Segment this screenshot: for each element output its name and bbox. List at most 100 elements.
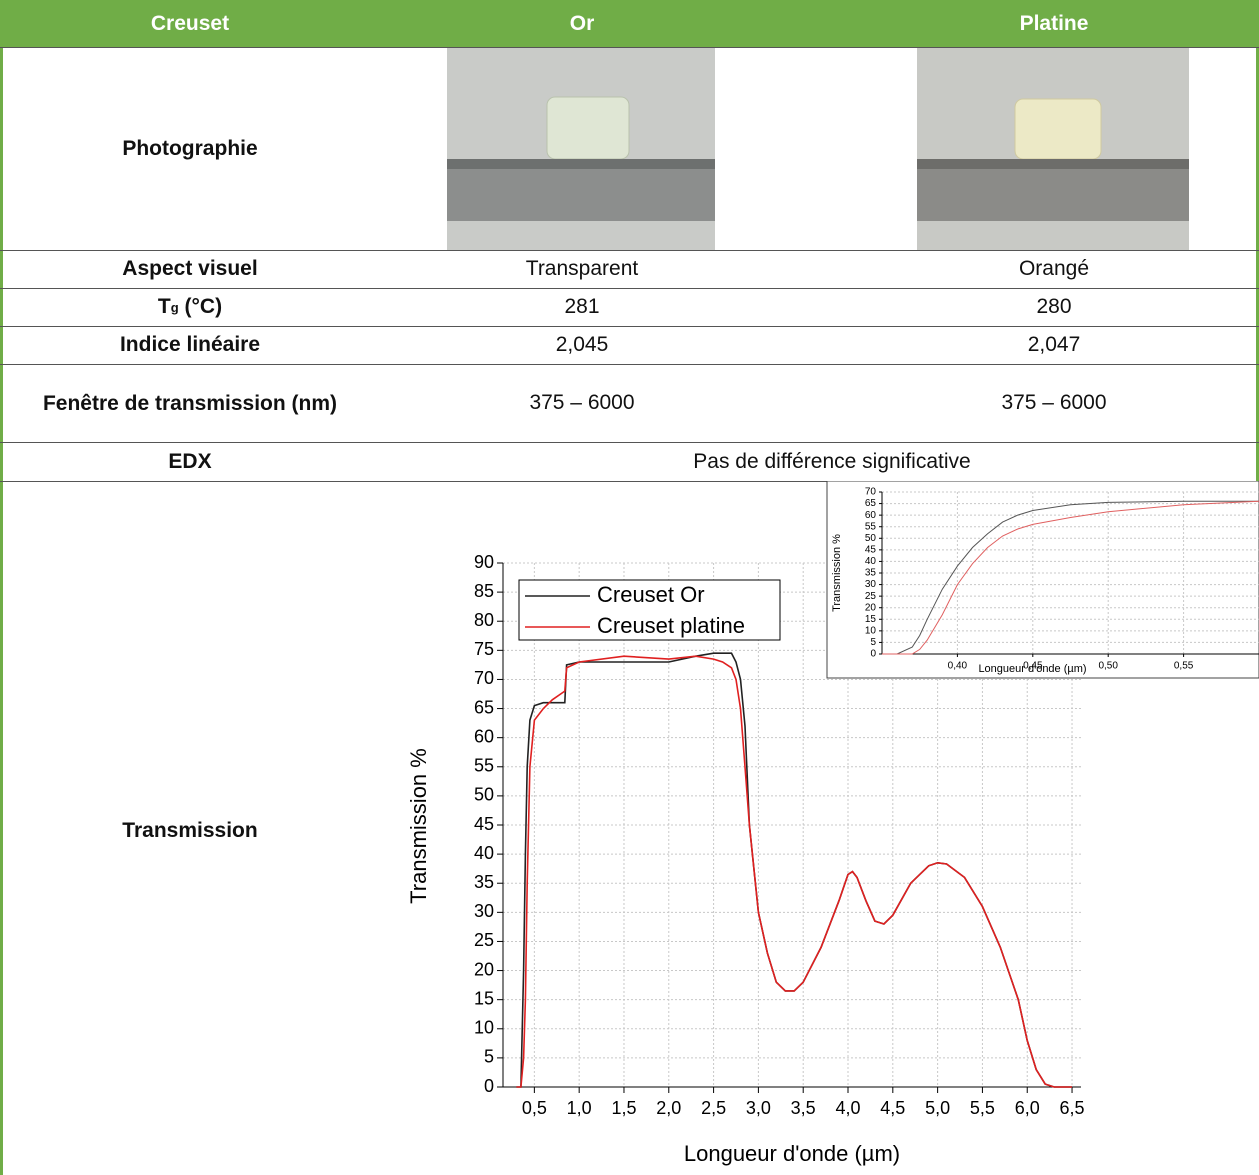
glass-sample — [546, 96, 630, 160]
y-tick-label: 55 — [865, 521, 877, 532]
y-tick-label: 25 — [474, 930, 494, 950]
rule — [0, 47, 1259, 48]
y-tick-label: 40 — [865, 556, 877, 567]
x-tick-label: 0,45 — [1023, 661, 1043, 672]
data-line — [882, 500, 1259, 655]
y-tick-label: 35 — [474, 872, 494, 892]
x-tick-label: 4,0 — [835, 1098, 860, 1118]
row-label: Indice linéaire — [119, 333, 261, 356]
left-border — [0, 0, 3, 1175]
row-label: Transmission — [122, 819, 258, 842]
right-border — [1256, 0, 1259, 481]
cell: Transparent — [525, 257, 639, 280]
y-tick-label: 30 — [474, 901, 494, 921]
glass-sample — [1014, 98, 1102, 160]
header-cell: Creuset — [150, 11, 230, 35]
cell: 2,047 — [1027, 333, 1081, 356]
y-tick-label: 30 — [865, 579, 877, 590]
data-line — [516, 652, 1072, 1088]
x-tick-label: 0,5 — [522, 1098, 547, 1118]
y-tick-label: 0 — [484, 1076, 494, 1096]
data-line — [516, 655, 1072, 1088]
y-tick-label: 60 — [865, 510, 877, 521]
y-tick-label: 60 — [474, 726, 494, 746]
symbol: T — [157, 295, 171, 318]
y-tick-label: 75 — [474, 639, 494, 659]
x-axis-label: Longueur d'onde (µm) — [684, 1141, 900, 1166]
x-tick-label: 3,5 — [791, 1098, 816, 1118]
unit: (°C) — [184, 295, 223, 318]
y-tick-label: 65 — [474, 697, 494, 717]
ruler — [917, 159, 1189, 221]
x-tick-label: 5,5 — [970, 1098, 995, 1118]
x-tick-label: 6,5 — [1060, 1098, 1085, 1118]
x-tick-label: 0,55 — [1174, 661, 1194, 672]
y-tick-label: 65 — [865, 498, 877, 509]
ruler-edge — [447, 159, 715, 169]
y-tick-label: 35 — [865, 568, 877, 579]
header-cell: Or — [569, 11, 595, 35]
row-label: Aspect visuel — [122, 257, 258, 280]
y-tick-label: 80 — [474, 610, 494, 630]
x-tick-label: 0,40 — [948, 661, 968, 672]
cell: 281 — [564, 295, 600, 318]
y-tick-label: 70 — [474, 668, 494, 688]
legend-label: Creuset platine — [597, 613, 745, 638]
y-tick-label: 5 — [870, 637, 876, 648]
row-label: Fenêtre de transmission (nm) — [42, 391, 338, 415]
y-axis-label: Transmission % — [831, 534, 843, 612]
cell: Pas de différence significative — [693, 449, 971, 473]
cell: 375 – 6000 — [1001, 391, 1107, 414]
y-tick-label: 15 — [865, 614, 877, 625]
y-tick-label: 0 — [870, 649, 876, 660]
row-label: EDX — [168, 449, 212, 473]
x-tick-label: 2,5 — [701, 1098, 726, 1118]
rule — [0, 481, 1259, 482]
ruler-edge — [917, 159, 1189, 169]
legend-box — [518, 579, 781, 641]
cell: 280 — [1036, 295, 1072, 318]
y-tick-label: 20 — [865, 602, 877, 613]
cell: 2,045 — [555, 333, 609, 356]
x-tick-label: 4,5 — [880, 1098, 905, 1118]
header-bar — [0, 0, 1259, 47]
y-tick-label: 10 — [474, 1018, 494, 1038]
rule — [0, 442, 1259, 443]
header-cell: Platine — [1019, 11, 1089, 35]
cell: 375 – 6000 — [529, 391, 635, 414]
photo — [917, 47, 1189, 250]
legend-label: Creuset Or — [597, 582, 705, 607]
series-group — [882, 500, 1259, 655]
y-tick-label: 5 — [484, 1047, 494, 1067]
y-tick-label: 45 — [865, 544, 877, 555]
y-tick-label: 15 — [474, 988, 494, 1008]
photo — [447, 47, 715, 250]
x-tick-label: 3,0 — [746, 1098, 771, 1118]
x-tick-label: 6,0 — [1015, 1098, 1040, 1118]
y-tick-label: 45 — [474, 814, 494, 834]
rule — [0, 364, 1259, 365]
x-tick-label: 5,0 — [925, 1098, 950, 1118]
y-tick-label: 85 — [474, 581, 494, 601]
y-tick-label: 25 — [865, 591, 877, 602]
x-tick-label: 1,0 — [567, 1098, 592, 1118]
rule — [0, 288, 1259, 289]
y-tick-label: 20 — [474, 959, 494, 979]
x-tick-label: 2,0 — [656, 1098, 681, 1118]
inset-frame — [826, 481, 1259, 679]
y-tick-label: 10 — [865, 625, 877, 636]
y-tick-label: 50 — [865, 533, 877, 544]
x-tick-label: 0,50 — [1098, 661, 1118, 672]
y-axis-label: Transmission % — [406, 748, 431, 904]
series-group — [516, 652, 1072, 1088]
y-tick-label: 50 — [474, 785, 494, 805]
y-tick-label: 55 — [474, 756, 494, 776]
data-line — [882, 500, 1259, 655]
x-axis-label: Longueur d'onde (µm) — [978, 663, 1086, 675]
y-tick-label: 70 — [865, 487, 877, 498]
rule — [0, 326, 1259, 327]
cell: Orangé — [1018, 257, 1090, 280]
subscript: g — [170, 299, 179, 315]
